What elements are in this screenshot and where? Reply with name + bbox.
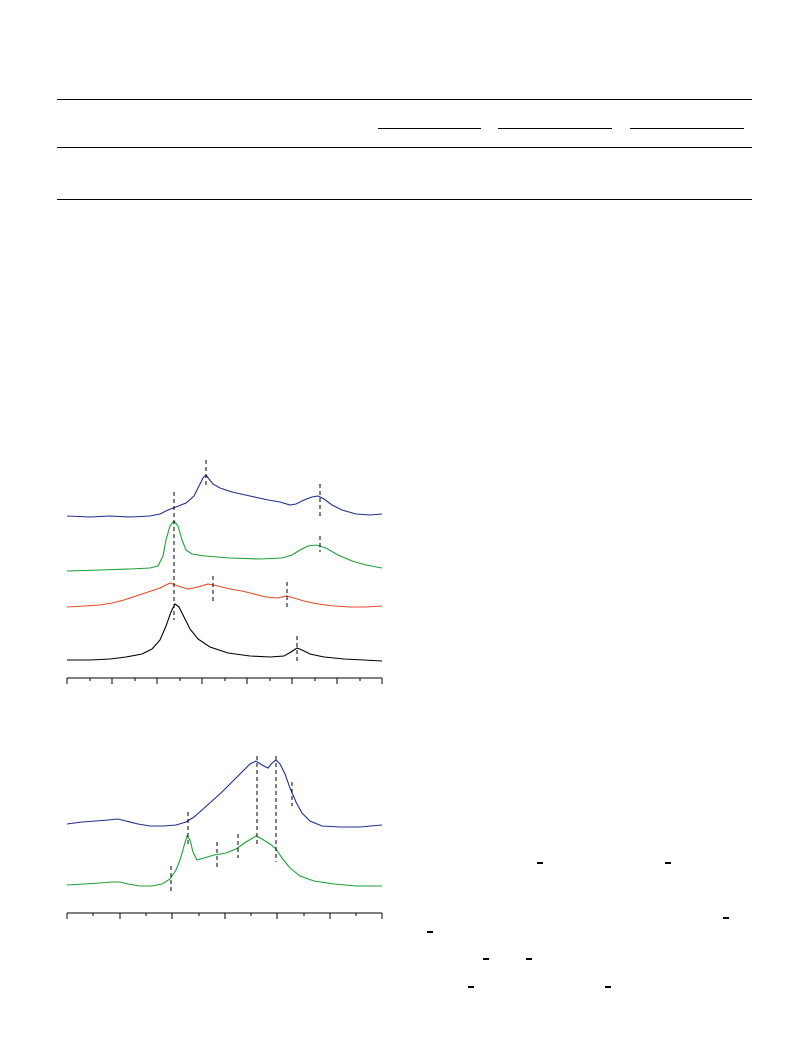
upper-trace-red [66,582,383,608]
table-top-rule [57,99,752,100]
lower-trace-green [66,834,382,887]
lower-trace-blue [66,759,383,828]
lower-x-ticks [66,913,383,919]
text-hyphen [427,931,433,933]
upper-trace-green [66,520,383,572]
upper-trace-blue [66,474,383,518]
column-group-rule-3 [630,128,744,129]
upper-trace-black [67,603,383,662]
table-header-rule [57,147,752,148]
column-group-rule-1 [378,128,481,129]
text-hyphen [723,917,729,919]
text-hyphen [468,986,474,988]
text-hyphen [526,958,532,960]
text-hyphen [483,958,489,960]
lower-peak-markers [170,756,293,892]
text-hyphen [605,986,611,988]
text-hyphen [665,862,671,864]
upper-x-ticks [66,678,383,684]
table-bottom-rule [57,199,752,200]
text-hyphen [537,862,543,864]
upper-peak-markers [173,460,321,662]
column-group-rule-2 [498,128,612,129]
